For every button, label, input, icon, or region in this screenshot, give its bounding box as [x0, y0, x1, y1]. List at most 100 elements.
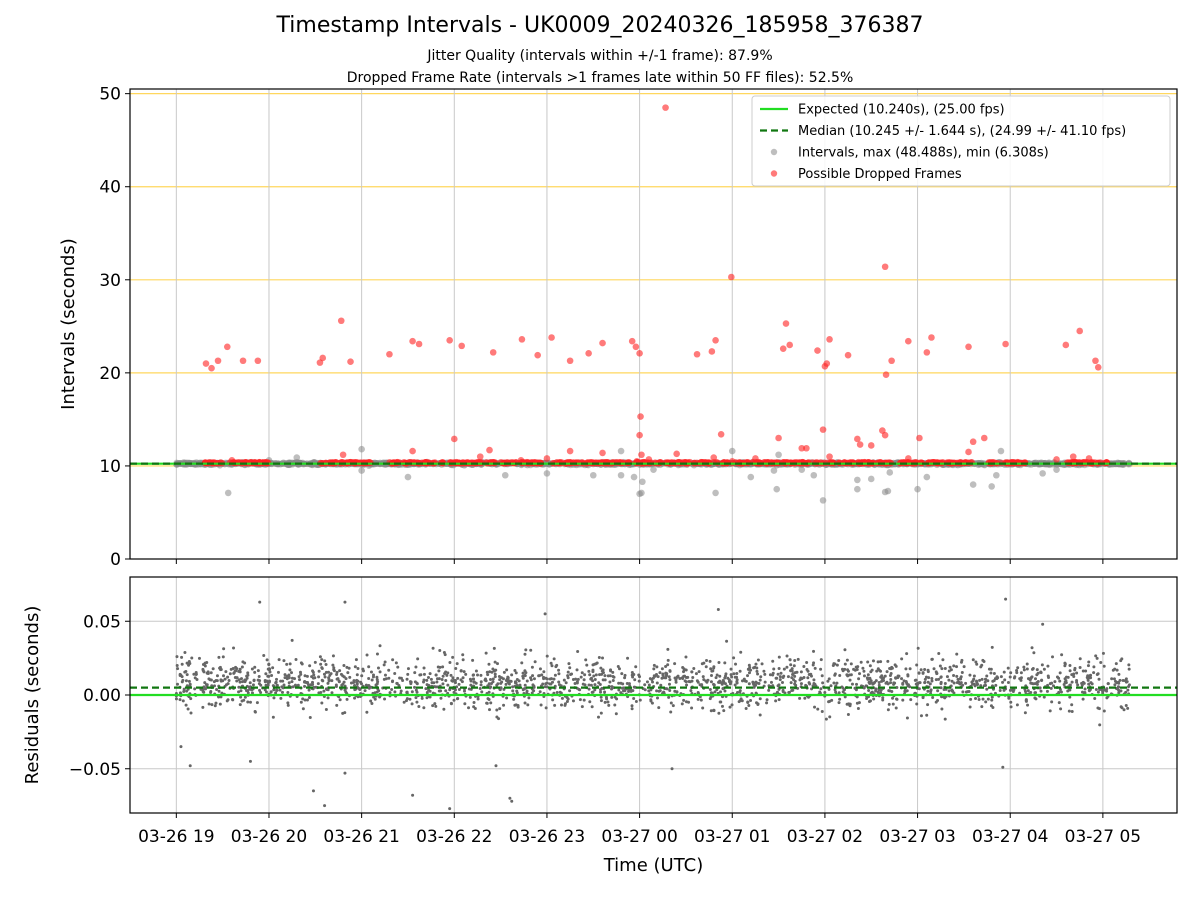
- residual-point: [974, 696, 978, 700]
- residual-point: [871, 659, 875, 663]
- intervals-outlier-points: [224, 445, 1060, 504]
- residual-point: [449, 702, 453, 706]
- time-x-tick-label: 03-26 20: [231, 827, 307, 847]
- residual-point: [633, 678, 637, 682]
- residual-point: [885, 670, 889, 674]
- residual-point: [348, 675, 352, 679]
- residual-point: [282, 659, 286, 663]
- dropped-frame-point: [628, 337, 636, 345]
- residual-point: [747, 667, 751, 671]
- residual-point: [417, 705, 421, 709]
- residual-point: [668, 688, 672, 692]
- residual-point: [515, 678, 519, 682]
- residual-point: [674, 678, 678, 682]
- residual-point: [684, 655, 688, 659]
- dropped-frame-point: [566, 447, 574, 455]
- residual-point: [1015, 671, 1019, 675]
- residual-point: [523, 652, 527, 656]
- residual-point: [930, 677, 934, 681]
- residual-point: [603, 690, 607, 694]
- residual-point: [900, 677, 904, 681]
- residuals-y-tick-label: −0.05: [69, 760, 121, 780]
- residual-point: [1087, 682, 1091, 686]
- residual-point: [1070, 680, 1074, 684]
- residual-point: [217, 695, 221, 699]
- residual-point: [282, 683, 286, 687]
- residual-point: [566, 697, 570, 701]
- residual-point: [256, 669, 260, 673]
- residual-point: [612, 675, 616, 679]
- residual-point: [621, 682, 625, 686]
- residual-point: [1094, 688, 1098, 692]
- residual-point: [1119, 659, 1123, 663]
- residual-point: [887, 689, 891, 693]
- residual-point: [365, 653, 369, 657]
- residual-point: [265, 658, 269, 662]
- residual-point: [476, 697, 480, 701]
- residual-point: [174, 697, 178, 701]
- residual-point: [463, 702, 467, 706]
- residual-point: [579, 675, 583, 679]
- residual-point: [1087, 660, 1091, 664]
- residual-point: [566, 670, 570, 674]
- residual-point: [426, 676, 430, 680]
- residual-point: [1102, 664, 1106, 668]
- residual-point: [289, 671, 293, 675]
- residual-point: [1022, 668, 1026, 672]
- residual-point: [231, 698, 235, 702]
- residual-point: [248, 759, 252, 763]
- residual-point: [1086, 677, 1090, 681]
- residual-point: [655, 681, 659, 685]
- residual-point: [283, 676, 287, 680]
- residual-point: [211, 667, 215, 671]
- residual-point: [322, 672, 326, 676]
- residual-point: [248, 700, 252, 704]
- residual-point: [775, 690, 779, 694]
- residual-point: [690, 706, 694, 710]
- residual-point: [1039, 689, 1043, 693]
- residual-point: [968, 705, 972, 709]
- residual-point: [719, 700, 723, 704]
- residual-point: [390, 688, 394, 692]
- residual-point: [401, 679, 405, 683]
- residual-point: [515, 683, 519, 687]
- residual-point: [310, 680, 314, 684]
- residual-point: [274, 691, 278, 695]
- residual-point: [709, 674, 713, 678]
- residual-point: [895, 697, 899, 701]
- residual-point: [632, 673, 636, 677]
- residual-point: [835, 681, 839, 685]
- residual-point: [947, 689, 951, 693]
- residual-point: [274, 681, 278, 685]
- residual-point: [285, 674, 289, 678]
- residual-point: [189, 697, 193, 701]
- residual-point: [553, 673, 557, 677]
- residual-point: [739, 697, 743, 701]
- residual-point: [271, 666, 275, 670]
- residual-point: [877, 680, 881, 684]
- residual-point: [1067, 709, 1071, 713]
- residual-point: [226, 675, 230, 679]
- residual-point: [356, 667, 360, 671]
- residual-point: [372, 695, 376, 699]
- residual-point: [881, 696, 885, 700]
- interval-point: [798, 466, 806, 473]
- residual-point: [598, 683, 602, 687]
- residual-point: [1117, 672, 1121, 676]
- residual-point: [306, 682, 310, 686]
- residual-point: [652, 667, 656, 671]
- interval-point: [617, 471, 625, 479]
- residual-point: [425, 696, 429, 700]
- residual-point: [725, 639, 729, 643]
- residual-point: [542, 670, 546, 674]
- residual-point: [659, 683, 663, 687]
- residual-point: [580, 671, 584, 675]
- residual-point: [819, 658, 823, 662]
- residual-point: [824, 717, 828, 721]
- residual-point: [353, 665, 357, 669]
- residual-point: [626, 656, 630, 660]
- dropped-frame-point: [881, 431, 889, 439]
- residual-point: [521, 671, 525, 675]
- dropped-frame-point: [585, 350, 592, 357]
